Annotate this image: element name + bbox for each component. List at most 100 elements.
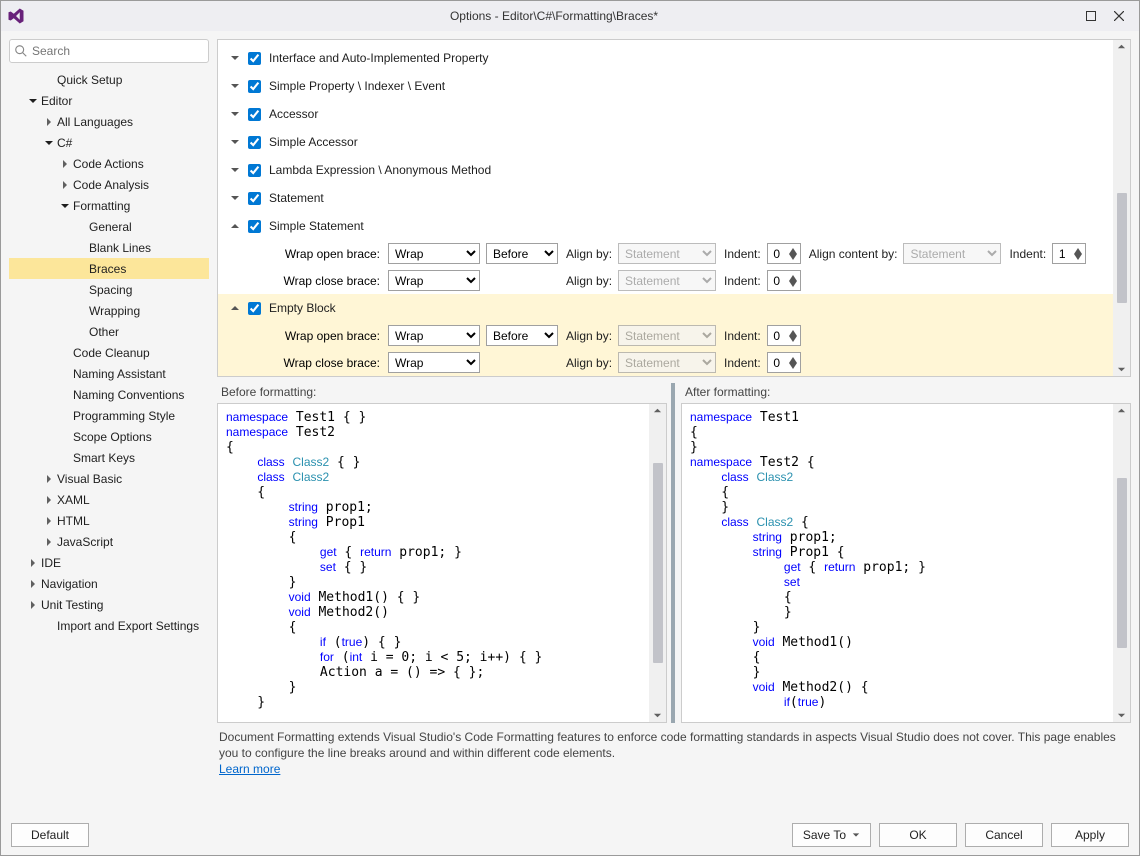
save-to-button[interactable]: Save To <box>792 823 871 847</box>
after-scrollbar[interactable] <box>1113 404 1130 722</box>
chevron-icon[interactable] <box>228 138 242 146</box>
select[interactable]: Wrap <box>388 325 480 346</box>
spinner-input[interactable] <box>768 356 786 370</box>
option-checkbox[interactable] <box>248 302 261 315</box>
option-row[interactable]: Statement <box>228 184 1109 212</box>
chevron-icon[interactable] <box>228 304 242 312</box>
option-row[interactable]: Simple Property \ Indexer \ Event <box>228 72 1109 100</box>
tree-item-braces[interactable]: Braces <box>9 258 209 279</box>
settings-scrollbar[interactable] <box>1113 40 1130 376</box>
option-row[interactable]: Simple Statement <box>228 212 1109 240</box>
tree-item-quick-setup[interactable]: Quick Setup <box>9 69 209 90</box>
chevron-icon[interactable] <box>228 166 242 174</box>
apply-button[interactable]: Apply <box>1051 823 1129 847</box>
tree-item-unit-testing[interactable]: Unit Testing <box>9 594 209 615</box>
caret-icon <box>59 368 71 380</box>
spinner[interactable] <box>767 243 801 264</box>
option-checkbox[interactable] <box>248 80 261 93</box>
select[interactable]: Wrap <box>388 352 480 373</box>
scrollbar-thumb[interactable] <box>653 463 663 663</box>
tree-label: XAML <box>57 493 90 507</box>
learn-more-link[interactable]: Learn more <box>219 762 280 776</box>
spinner[interactable] <box>767 325 801 346</box>
spinner-input[interactable] <box>768 247 786 261</box>
spinner[interactable] <box>1052 243 1086 264</box>
tree-item-code-actions[interactable]: Code Actions <box>9 153 209 174</box>
tree-item-import-and-export-settings[interactable]: Import and Export Settings <box>9 615 209 636</box>
tree-item-javascript[interactable]: JavaScript <box>9 531 209 552</box>
chevron-icon[interactable] <box>228 82 242 90</box>
tree-item-navigation[interactable]: Navigation <box>9 573 209 594</box>
tree-item-wrapping[interactable]: Wrapping <box>9 300 209 321</box>
chevron-icon[interactable] <box>228 54 242 62</box>
scrollbar-thumb[interactable] <box>1117 478 1127 648</box>
option-checkbox[interactable] <box>248 108 261 121</box>
scrollbar-thumb[interactable] <box>1117 193 1127 303</box>
option-row[interactable]: Simple Accessor <box>228 128 1109 156</box>
select[interactable]: Statement <box>903 243 1001 264</box>
tree-item-programming-style[interactable]: Programming Style <box>9 405 209 426</box>
option-checkbox[interactable] <box>248 164 261 177</box>
before-scrollbar[interactable] <box>649 404 666 722</box>
tree-item-code-cleanup[interactable]: Code Cleanup <box>9 342 209 363</box>
option-label: Statement <box>269 191 324 205</box>
select[interactable]: Before <box>486 325 558 346</box>
option-checkbox[interactable] <box>248 52 261 65</box>
tree-label: Programming Style <box>73 409 175 423</box>
select[interactable]: Statement <box>618 243 716 264</box>
tree-item-spacing[interactable]: Spacing <box>9 279 209 300</box>
sidebar: Quick Setup Editor All Languages C# Code Act… <box>9 39 209 807</box>
tree-item-naming-conventions[interactable]: Naming Conventions <box>9 384 209 405</box>
options-window: Options - Editor\C#\Formatting\Braces* Q… <box>0 0 1140 856</box>
field-label: Wrap open brace: <box>278 247 380 261</box>
tree-item-scope-options[interactable]: Scope Options <box>9 426 209 447</box>
tree-item-naming-assistant[interactable]: Naming Assistant <box>9 363 209 384</box>
tree-item-all-languages[interactable]: All Languages <box>9 111 209 132</box>
tree-item-editor[interactable]: Editor <box>9 90 209 111</box>
tree-item-general[interactable]: General <box>9 216 209 237</box>
spinner[interactable] <box>767 270 801 291</box>
spinner-input[interactable] <box>768 329 786 343</box>
chevron-icon[interactable] <box>228 194 242 202</box>
select[interactable]: Before <box>486 243 558 264</box>
cancel-button[interactable]: Cancel <box>965 823 1043 847</box>
after-code: namespace Test1 { } namespace Test2 { cl… <box>682 404 1113 722</box>
caret-icon <box>27 557 39 569</box>
option-row[interactable]: Accessor <box>228 100 1109 128</box>
tree-item-smart-keys[interactable]: Smart Keys <box>9 447 209 468</box>
close-button[interactable] <box>1105 6 1133 26</box>
spinner[interactable] <box>767 352 801 373</box>
option-checkbox[interactable] <box>248 220 261 233</box>
tree-item-formatting[interactable]: Formatting <box>9 195 209 216</box>
tree-item-other[interactable]: Other <box>9 321 209 342</box>
option-row[interactable]: Lambda Expression \ Anonymous Method <box>228 156 1109 184</box>
select[interactable]: Statement <box>618 325 716 346</box>
tree-item-html[interactable]: HTML <box>9 510 209 531</box>
search-box[interactable] <box>9 39 209 63</box>
tree-item-xaml[interactable]: XAML <box>9 489 209 510</box>
tree-item-visual-basic[interactable]: Visual Basic <box>9 468 209 489</box>
tree-item-code-analysis[interactable]: Code Analysis <box>9 174 209 195</box>
option-row[interactable]: Interface and Auto-Implemented Property <box>228 44 1109 72</box>
select[interactable]: Statement <box>618 270 716 291</box>
chevron-icon[interactable] <box>228 222 242 230</box>
default-button[interactable]: Default <box>11 823 89 847</box>
spinner-input[interactable] <box>1053 247 1071 261</box>
tree-label: C# <box>57 136 72 150</box>
tree-label: Editor <box>41 94 72 108</box>
option-row[interactable]: Empty Block <box>228 294 1109 322</box>
select[interactable]: Wrap <box>388 270 480 291</box>
ok-button[interactable]: OK <box>879 823 957 847</box>
maximize-button[interactable] <box>1077 6 1105 26</box>
select[interactable]: Statement <box>618 352 716 373</box>
spinner-input[interactable] <box>768 274 786 288</box>
tree-item-c-[interactable]: C# <box>9 132 209 153</box>
tree-item-ide[interactable]: IDE <box>9 552 209 573</box>
search-input[interactable] <box>32 44 204 58</box>
option-checkbox[interactable] <box>248 192 261 205</box>
option-checkbox[interactable] <box>248 136 261 149</box>
select[interactable]: Wrap <box>388 243 480 264</box>
chevron-icon[interactable] <box>228 110 242 118</box>
tree-label: Visual Basic <box>57 472 122 486</box>
tree-item-blank-lines[interactable]: Blank Lines <box>9 237 209 258</box>
